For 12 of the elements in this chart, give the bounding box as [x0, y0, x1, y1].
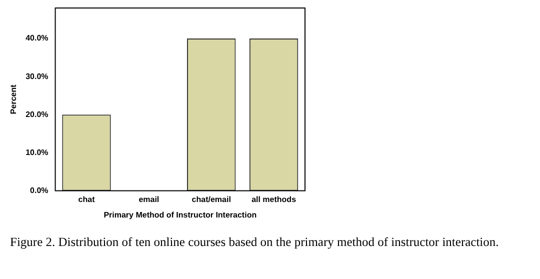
caption: Figure 2. Distribution of ten online courses based on the primary method of instructor interaction. [10, 234, 500, 251]
y-tick-label: 10.0% [26, 148, 48, 157]
y-tick-label: 40.0% [26, 34, 48, 43]
x-tick-label: all methods [252, 194, 297, 204]
x-tick-label: chat/email [192, 194, 231, 204]
y-tick-label: 0.0% [30, 186, 48, 196]
y-axis-title: Percent [9, 84, 18, 114]
x-axis-title: Primary Method of Instructor Interaction [104, 210, 257, 220]
y-tick-label: 20.0% [26, 110, 48, 119]
x-tick-label: chat [78, 194, 96, 204]
y-tick-label: 30.0% [26, 72, 48, 81]
x-tick-label: email [138, 194, 160, 204]
